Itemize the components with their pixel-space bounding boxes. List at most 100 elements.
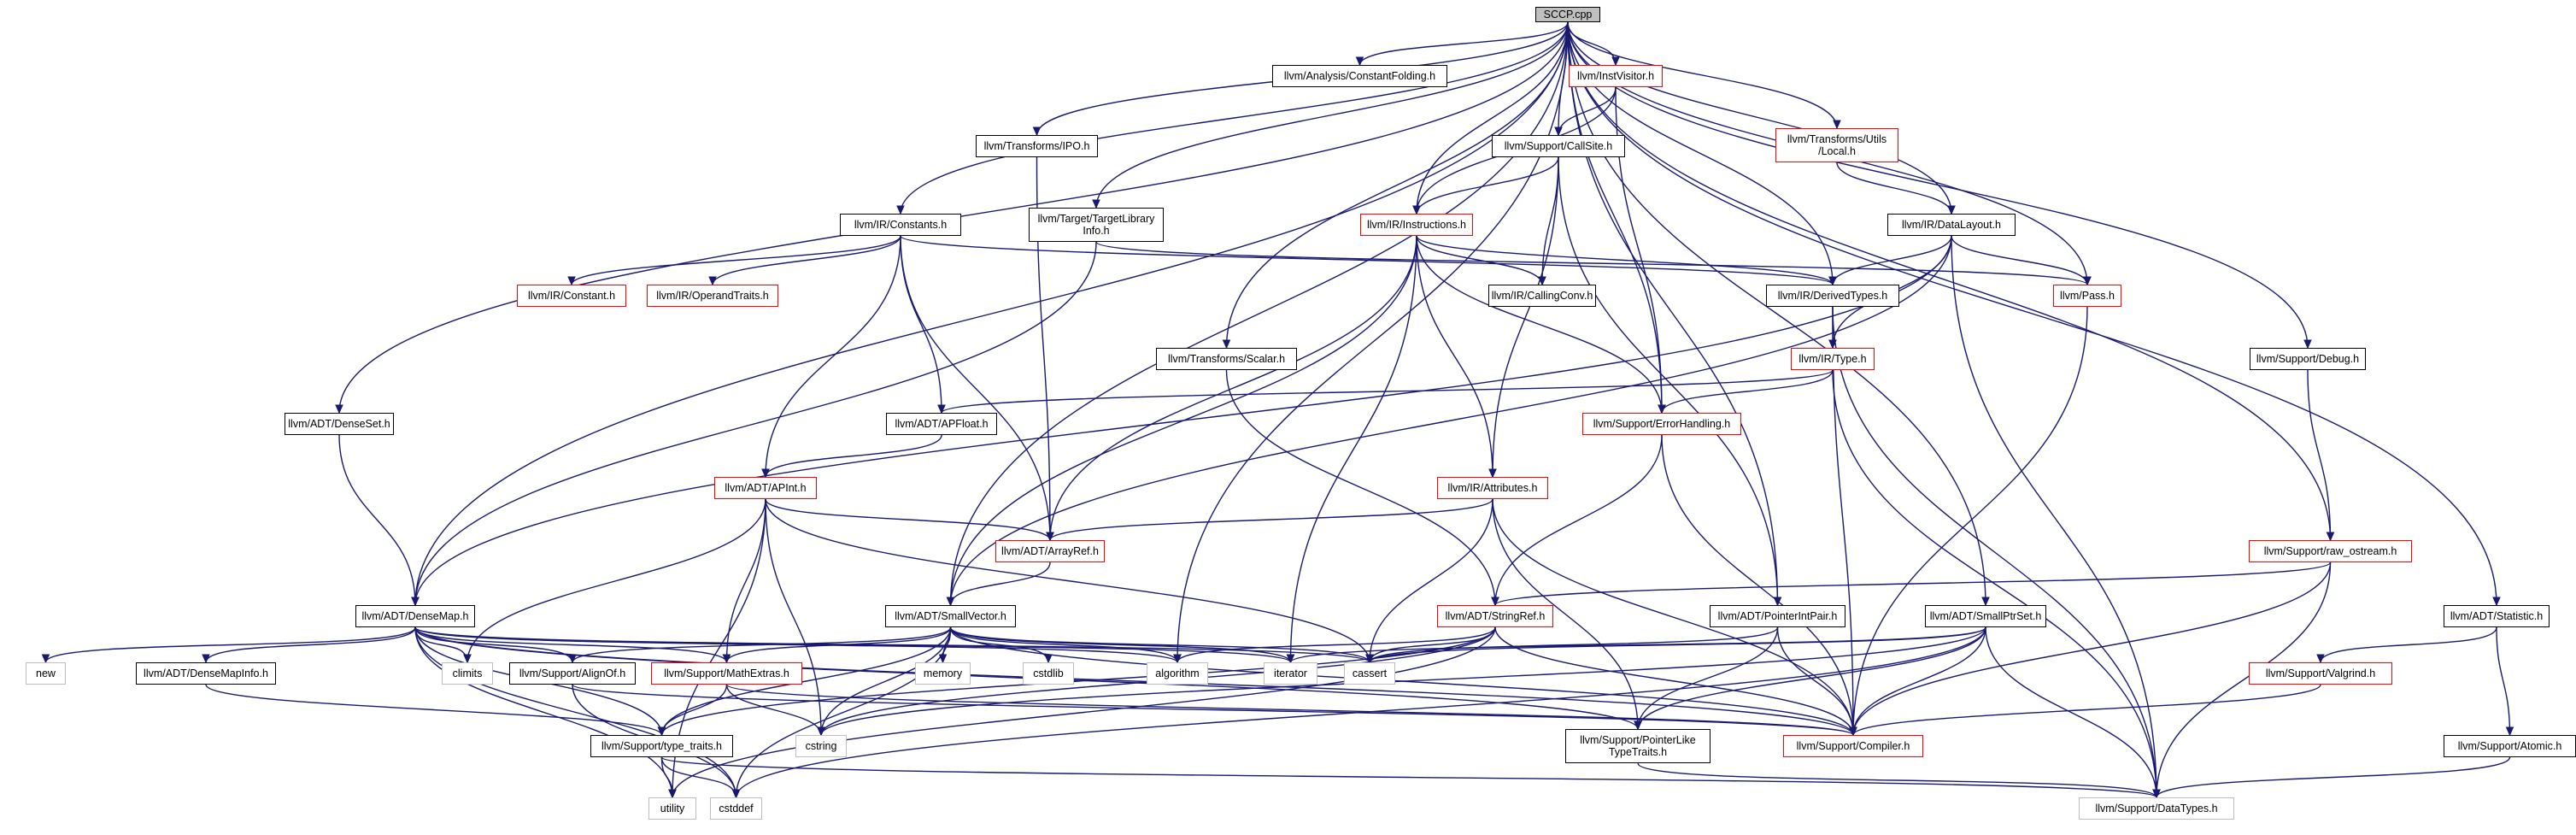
node-adt-smallvector-h[interactable]: llvm/ADT/SmallVector.h [885, 605, 1016, 627]
include-edge-callsite-to-ir_instructions [1416, 156, 1559, 215]
node-new[interactable]: new [26, 662, 66, 685]
node-adt-denseset-h[interactable]: llvm/ADT/DenseSet.h [285, 413, 394, 435]
include-edge-sccp-to-adt_pointerintpair [1567, 21, 1779, 606]
include-edge-sccp-to-adt_statistic [1567, 21, 2497, 606]
node-ir-constant-h[interactable]: llvm/IR/Constant.h [517, 285, 626, 307]
node-ir-attributes-h[interactable]: llvm/IR/Attributes.h [1437, 477, 1548, 499]
node-ir-constants-h[interactable]: llvm/IR/Constants.h [840, 214, 961, 236]
node-cstring[interactable]: cstring [795, 735, 847, 757]
node-transforms-ipo-h[interactable]: llvm/Transforms/IPO.h [976, 135, 1098, 157]
include-edge-arrowhead [2492, 597, 2501, 607]
node-memory[interactable]: memory [915, 662, 971, 685]
node-ir-datalayout-h[interactable]: llvm/IR/DataLayout.h [1887, 214, 2016, 236]
include-edge-arrowhead [1365, 654, 1374, 664]
node-support-datatypes-h[interactable]: llvm/Support/DataTypes.h [2079, 797, 2234, 820]
include-edges [41, 21, 2514, 799]
include-edge-arrowhead [1044, 654, 1053, 664]
include-edge-ir_attributes-to-support_pointerliketypetraits [1492, 498, 1639, 730]
include-edge-ir_attributes-to-cassert [1369, 498, 1493, 663]
include-edge-sccp-to-adt_smallptrset [1567, 21, 1986, 606]
node-callsite-h[interactable]: llvm/Support/CallSite.h [1492, 135, 1625, 157]
node-support-pointerliketypetraits-h[interactable]: llvm/Support/PointerLike TypeTraits.h [1565, 729, 1710, 763]
node-adt-densemap-h[interactable]: llvm/ADT/DenseMap.h [355, 605, 475, 627]
include-edge-arrowhead [1658, 404, 1666, 415]
include-edge-arrowhead [817, 726, 825, 737]
node-adt-apfloat-h[interactable]: llvm/ADT/APFloat.h [886, 413, 997, 435]
include-edge-ir_datalayout-to-ir_derivedtypes [1832, 235, 1952, 285]
node-transforms-scalar-h[interactable]: llvm/Transforms/Scalar.h [1156, 348, 1297, 370]
node-support-type-traits-h[interactable]: llvm/Support/type_traits.h [590, 735, 733, 757]
include-edge-adt_densemap-to-adt_densemapinfo [205, 626, 416, 663]
node-adt-statistic-h[interactable]: llvm/ADT/Statistic.h [2444, 605, 2550, 627]
include-edge-arrowhead [657, 726, 666, 737]
include-edge-arrowhead [567, 276, 576, 286]
include-edge-support_atomic-to-support_datatypes [2156, 756, 2511, 798]
include-edge-ir_constants-to-adt_arrayref [900, 235, 1051, 541]
include-edge-arrowhead [1634, 720, 1642, 731]
node-support-atomic-h[interactable]: llvm/Support/Atomic.h [2444, 735, 2576, 757]
include-edge-sccp-to-constantfolding [1358, 21, 1569, 66]
node-ir-type-h[interactable]: llvm/IR/Type.h [1791, 348, 1875, 370]
node-ir-callingconv-h[interactable]: llvm/IR/CallingConv.h [1488, 285, 1596, 307]
node-constantfolding-h[interactable]: llvm/Analysis/ConstantFolding.h [1272, 65, 1447, 87]
node-support-valgrind-h[interactable]: llvm/Support/Valgrind.h [2249, 662, 2392, 685]
include-edge-sccp-to-ir_constants [900, 21, 1569, 215]
include-edge-callsite-to-ir_attributes [1492, 156, 1559, 478]
include-edge-arrowhead [2505, 726, 2514, 737]
include-edge-sccp-to-target_library_info [1095, 21, 1569, 209]
include-edge-sccp-to-support_debug [1567, 21, 2309, 349]
include-edge-sccp-to-ir_datalayout [1567, 21, 1952, 215]
include-edge-support_stringref-to-utility [672, 626, 1496, 798]
node-transforms-utils-local-h[interactable]: llvm/Transforms/Utils /Local.h [1775, 128, 1898, 162]
node-support-compiler-h[interactable]: llvm/Support/Compiler.h [1783, 735, 1923, 757]
include-edge-adt_densemap-to-cassert [414, 626, 1370, 663]
include-edge-arrowhead [2303, 339, 2312, 350]
include-edge-ir_constants-to-ir_operandtraits [712, 235, 901, 285]
node-cstddef[interactable]: cstddef [710, 797, 762, 820]
node-adt-arrayref-h[interactable]: llvm/ADT/ArrayRef.h [995, 540, 1105, 562]
node-support-debug-h[interactable]: llvm/Support/Debug.h [2250, 348, 2366, 370]
include-edge-ir_instructions-to-ir_derivedtypes [1416, 235, 1834, 285]
node-instvisitor-h[interactable]: llvm/InstVisitor.h [1569, 65, 1663, 87]
include-edge-ir_attributes-to-support_compiler [1492, 498, 1854, 736]
include-edge-adt_densemap-to-cstddef [414, 626, 737, 798]
node-ir-operandtraits-h[interactable]: llvm/IR/OperandTraits.h [647, 285, 778, 307]
node-climits[interactable]: climits [442, 662, 493, 685]
node-support-alignof-h[interactable]: llvm/Support/AlignOf.h [509, 662, 636, 685]
include-edge-ir_instructions-to-ir_attributes [1416, 235, 1493, 478]
node-iterator[interactable]: iterator [1264, 662, 1317, 685]
include-edge-ir_constants-to-adt_apfloat [900, 235, 942, 414]
node-adt-apint-h[interactable]: llvm/ADT/APInt.h [714, 477, 817, 499]
node-support-raw-ostream-h[interactable]: llvm/Support/raw_ostream.h [2249, 540, 2412, 562]
include-edge-arrowhead [1833, 120, 1841, 130]
node-sccp-cpp[interactable]: SCCP.cpp [1535, 7, 1600, 22]
include-edge-adt_smallvector-to-cstdlib [949, 626, 1049, 663]
node-support-mathextras-h[interactable]: llvm/Support/MathExtras.h [651, 662, 802, 685]
include-edge-support_mathextras-to-support_compiler [725, 684, 1854, 736]
node-adt-smallptrset-h[interactable]: llvm/ADT/SmallPtrSet.h [1925, 605, 2046, 627]
include-edge-adt_densemap-to-utility [414, 626, 673, 798]
node-adt-densemapinfo-h[interactable]: llvm/ADT/DenseMapInfo.h [136, 662, 276, 685]
node-algorithm[interactable]: algorithm [1147, 662, 1208, 685]
node-adt-stringref-h[interactable]: llvm/ADT/StringRef.h [1437, 605, 1553, 627]
node-ir-instructions-h[interactable]: llvm/IR/Instructions.h [1360, 214, 1473, 236]
node-target-library-info-h[interactable]: llvm/Target/TargetLibrary Info.h [1029, 208, 1164, 242]
node-ir-derivedtypes-h[interactable]: llvm/IR/DerivedTypes.h [1766, 285, 1899, 307]
include-edge-adt_arrayref-to-adt_smallvector [949, 562, 1051, 606]
node-cstdlib[interactable]: cstdlib [1023, 662, 1074, 685]
node-utility[interactable]: utility [648, 797, 696, 820]
include-edge-ir_instructions-to-ir_callingconv [1416, 235, 1543, 285]
include-edge-support_type_traits-to-support_datatypes [660, 756, 2157, 798]
node-support-errorhandling-h[interactable]: llvm/Support/ErrorHandling.h [1582, 413, 1741, 435]
include-edge-adt_densemap-to-new [44, 626, 416, 663]
node-adt-pointerintpair-h[interactable]: llvm/ADT/PointerIntPair.h [1710, 605, 1845, 627]
include-edge-adt_denseset-to-adt_densemap [338, 434, 416, 606]
node-cassert[interactable]: cassert [1344, 662, 1395, 685]
include-edge-arrowhead [2326, 532, 2335, 542]
include-edge-ir_datalayout-to-adt_smallvector [949, 235, 1952, 606]
include-edge-arrowhead [2083, 276, 2092, 286]
include-edge-sccp-to-adt_densemap [414, 21, 1569, 606]
include-edge-adt_smallvector-to-support_type_traits [660, 626, 952, 736]
node-pass-h[interactable]: llvm/Pass.h [2053, 285, 2121, 307]
include-edge-arrowhead [1491, 597, 1499, 607]
